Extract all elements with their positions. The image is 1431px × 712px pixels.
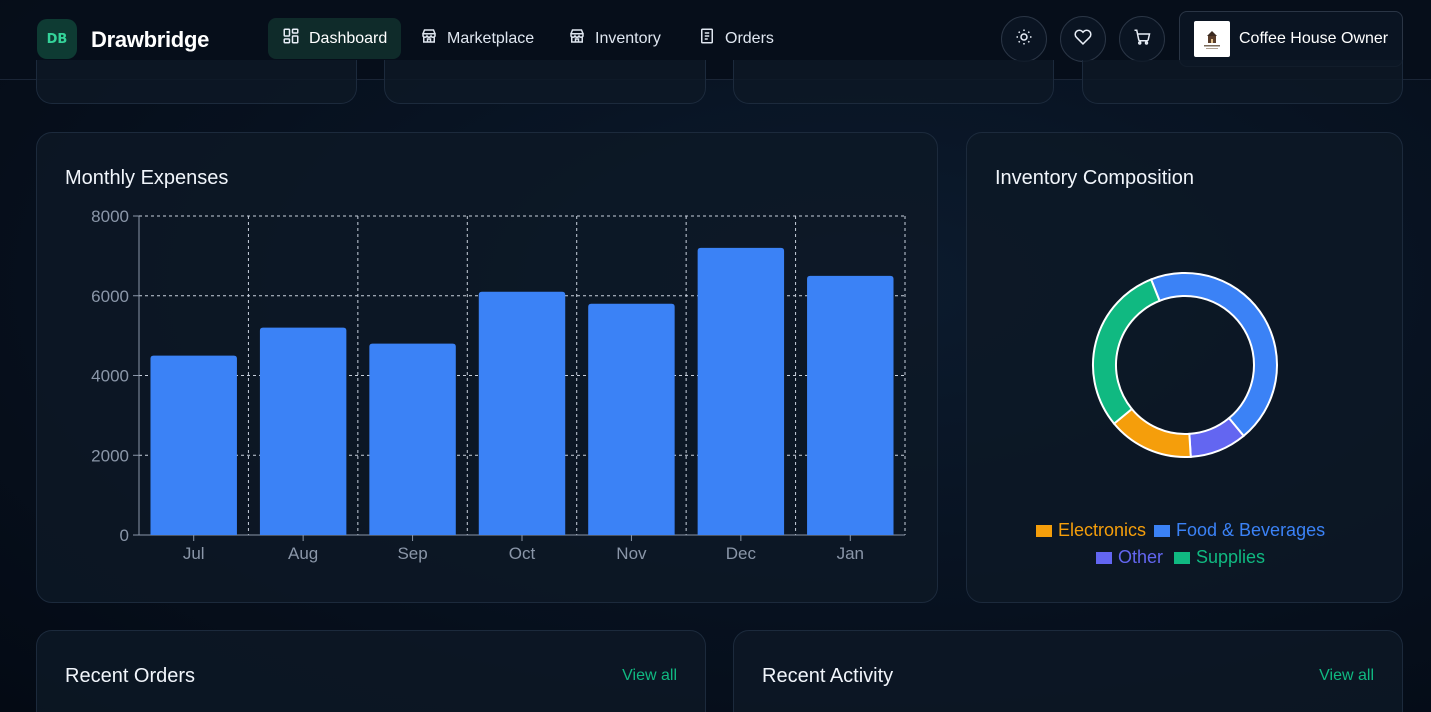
coffee-house-logo: [1204, 31, 1220, 49]
card-title: Recent Activity: [762, 665, 894, 687]
store-icon: [568, 27, 586, 50]
stat-card: [36, 60, 357, 104]
nav-label: Dashboard: [309, 29, 388, 47]
stat-card: [733, 60, 1054, 104]
legend-label: Electronics: [1058, 520, 1147, 540]
legend-item-food-beverages[interactable]: Food & Beverages: [1154, 520, 1325, 541]
legend-label: Food & Beverages: [1176, 520, 1326, 540]
recent-orders-card: Recent Orders View all: [36, 630, 706, 712]
card-title: Monthly Expenses: [65, 167, 229, 189]
nav-marketplace[interactable]: Marketplace: [406, 18, 548, 59]
x-tick-label: Dec: [726, 544, 757, 563]
slice-food-beverages[interactable]: [1149, 272, 1278, 438]
user-name: Coffee House Owner: [1239, 30, 1389, 47]
nav-label: Inventory: [595, 29, 661, 47]
nav-orders[interactable]: Orders: [684, 18, 788, 59]
legend-label: Supplies: [1196, 547, 1266, 567]
cart-button[interactable]: [1119, 16, 1165, 62]
store-icon: [420, 27, 438, 50]
grid-icon: [282, 27, 300, 50]
x-tick-label: Jan: [837, 544, 864, 563]
nav-label: Marketplace: [447, 29, 535, 47]
legend-swatch: [1174, 551, 1190, 564]
sun-icon: [1015, 28, 1033, 51]
x-tick-label: Sep: [397, 544, 427, 563]
bar-jul[interactable]: [150, 355, 237, 535]
user-menu-button[interactable]: Coffee House Owner: [1179, 11, 1403, 67]
wishlist-button[interactable]: [1060, 16, 1106, 62]
heart-icon: [1074, 28, 1092, 51]
stat-card: [384, 60, 706, 104]
y-tick-label: 2000: [91, 446, 129, 465]
x-tick-label: Aug: [288, 544, 318, 563]
legend-item-electronics[interactable]: Electronics: [1036, 520, 1146, 541]
card-title: Recent Orders: [65, 665, 196, 687]
avatar: [1194, 21, 1230, 57]
slice-electronics[interactable]: [1112, 407, 1192, 458]
nav-dashboard[interactable]: Dashboard: [268, 18, 402, 59]
y-tick-label: 6000: [91, 287, 129, 306]
stat-card: [1082, 60, 1403, 104]
legend-swatch: [1154, 524, 1170, 537]
view-all-orders-link[interactable]: View all: [622, 667, 677, 684]
slice-supplies[interactable]: [1092, 278, 1161, 426]
y-tick-label: 0: [120, 526, 129, 545]
monthly-expenses-card: Monthly Expenses 0 2000 4000 6000 8000 Jul Aug…: [36, 132, 938, 603]
x-tick-label: Jul: [183, 544, 205, 563]
nav-inventory[interactable]: Inventory: [554, 18, 675, 59]
x-tick-label: Nov: [616, 544, 647, 563]
y-tick-label: 8000: [91, 207, 129, 226]
brand-name[interactable]: Drawbridge: [91, 27, 210, 52]
cart-icon: [1133, 28, 1151, 51]
card-title: Inventory Composition: [995, 167, 1194, 189]
legend-item-supplies[interactable]: Supplies: [1174, 547, 1265, 568]
legend-swatch: [1096, 551, 1112, 564]
bar-sep[interactable]: [369, 343, 456, 535]
legend-swatch: [1036, 524, 1052, 537]
bar-dec[interactable]: [697, 247, 785, 535]
bar-oct[interactable]: [478, 291, 566, 535]
inventory-composition-card: Inventory Composition Electronics Food &…: [966, 132, 1403, 603]
document-icon: [698, 27, 716, 50]
legend-item-other[interactable]: Other: [1096, 547, 1163, 568]
nav-label: Orders: [725, 29, 774, 47]
legend-label: Other: [1118, 547, 1164, 567]
view-all-activity-link[interactable]: View all: [1319, 667, 1374, 684]
bar-jan[interactable]: [807, 275, 894, 535]
monthly-expenses-chart: 0 2000 4000 6000 8000 Jul Aug Sep Oct Nov Dec Jan: [91, 207, 906, 563]
x-tick-label: Oct: [509, 544, 536, 563]
bar-aug[interactable]: [259, 327, 347, 535]
logo-badge[interactable]: DB: [37, 19, 77, 59]
bar-nov[interactable]: [588, 303, 675, 535]
theme-toggle-button[interactable]: [1001, 16, 1047, 62]
recent-activity-card: Recent Activity View all: [733, 630, 1403, 712]
inventory-composition-chart: [1092, 272, 1278, 458]
y-tick-label: 4000: [91, 367, 129, 386]
